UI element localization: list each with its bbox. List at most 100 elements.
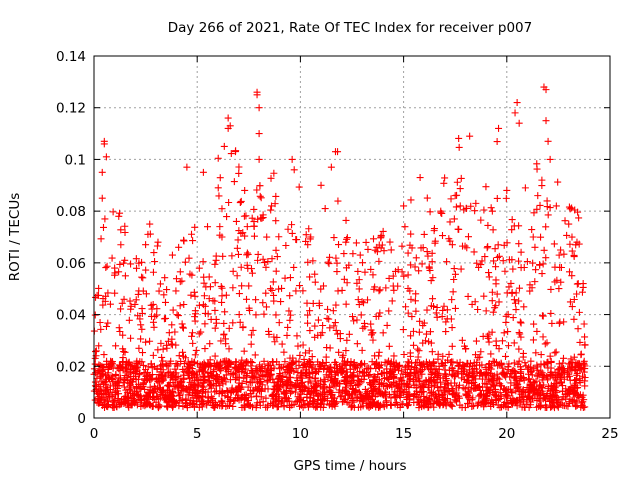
data-point — [512, 373, 520, 381]
data-point — [235, 163, 243, 171]
data-point — [235, 379, 243, 387]
data-point — [578, 288, 586, 296]
data-point — [113, 379, 121, 387]
data-point — [105, 392, 113, 400]
data-point — [443, 306, 451, 314]
data-point — [176, 278, 184, 286]
data-point — [111, 398, 119, 406]
data-point — [307, 379, 315, 387]
data-point — [132, 255, 140, 263]
data-point — [425, 365, 433, 373]
data-point — [264, 385, 272, 393]
grid-lines — [94, 56, 610, 418]
data-point — [355, 388, 363, 396]
data-point — [427, 277, 435, 285]
data-point — [311, 278, 319, 286]
data-point — [492, 263, 500, 271]
data-point — [179, 348, 187, 356]
data-point — [499, 257, 507, 265]
data-point — [134, 312, 142, 320]
data-point — [165, 381, 173, 389]
data-point — [332, 326, 340, 334]
data-point — [449, 390, 457, 398]
data-point — [116, 363, 124, 371]
data-point — [343, 234, 351, 242]
data-point — [423, 248, 431, 256]
data-point — [375, 352, 383, 360]
data-point — [237, 396, 245, 404]
data-point — [178, 277, 186, 285]
data-point — [540, 246, 548, 254]
data-point — [306, 358, 314, 366]
data-point — [267, 206, 275, 214]
data-point — [375, 287, 383, 295]
data-point — [380, 368, 388, 376]
data-point — [254, 386, 262, 394]
data-point — [178, 383, 186, 391]
data-point — [355, 276, 363, 284]
data-point — [180, 236, 188, 244]
data-point — [235, 311, 243, 319]
data-point — [383, 321, 391, 329]
data-point — [286, 402, 294, 410]
data-point — [455, 143, 463, 151]
data-point — [220, 374, 228, 382]
data-point — [176, 391, 184, 399]
data-point — [446, 218, 454, 226]
data-point — [318, 329, 326, 337]
data-point — [236, 199, 244, 207]
data-point — [272, 217, 280, 225]
data-point — [416, 367, 424, 375]
data-point — [131, 300, 139, 308]
data-point — [154, 238, 162, 246]
data-point — [207, 381, 215, 389]
data-point — [191, 317, 199, 325]
y-tick-label: 0.1 — [65, 152, 86, 168]
data-point — [234, 250, 242, 258]
data-point — [252, 365, 260, 373]
data-point — [352, 387, 360, 395]
data-point — [441, 174, 449, 182]
x-tick-label: 25 — [601, 426, 618, 442]
data-point — [121, 222, 129, 230]
data-point — [507, 389, 515, 397]
data-point — [447, 195, 455, 203]
data-point — [250, 373, 258, 381]
data-point — [211, 352, 219, 360]
data-point — [426, 328, 434, 336]
data-point — [489, 388, 497, 396]
data-point — [101, 215, 109, 223]
data-point — [577, 350, 585, 358]
data-point — [539, 333, 547, 341]
data-point — [270, 169, 278, 177]
data-point — [375, 402, 383, 410]
data-point — [396, 388, 404, 396]
data-point — [532, 266, 540, 274]
data-point — [220, 330, 228, 338]
data-point — [536, 201, 544, 209]
data-point — [281, 274, 289, 282]
data-point — [536, 261, 544, 269]
data-point — [224, 366, 232, 374]
data-point — [280, 403, 288, 411]
data-point — [572, 376, 580, 384]
data-point — [407, 261, 415, 269]
data-point — [260, 310, 268, 318]
data-point — [209, 297, 217, 305]
data-point — [513, 99, 521, 107]
data-point — [188, 329, 196, 337]
data-point — [449, 358, 457, 366]
data-point — [283, 331, 291, 339]
data-point — [267, 174, 275, 182]
data-point — [117, 226, 125, 234]
data-point — [253, 392, 261, 400]
data-point — [125, 403, 133, 411]
data-point — [491, 245, 499, 253]
data-point — [440, 179, 448, 187]
data-point — [509, 314, 517, 322]
data-point — [515, 119, 523, 127]
data-point — [194, 386, 202, 394]
data-point — [509, 265, 517, 273]
data-point — [353, 340, 361, 348]
data-point — [191, 377, 199, 385]
